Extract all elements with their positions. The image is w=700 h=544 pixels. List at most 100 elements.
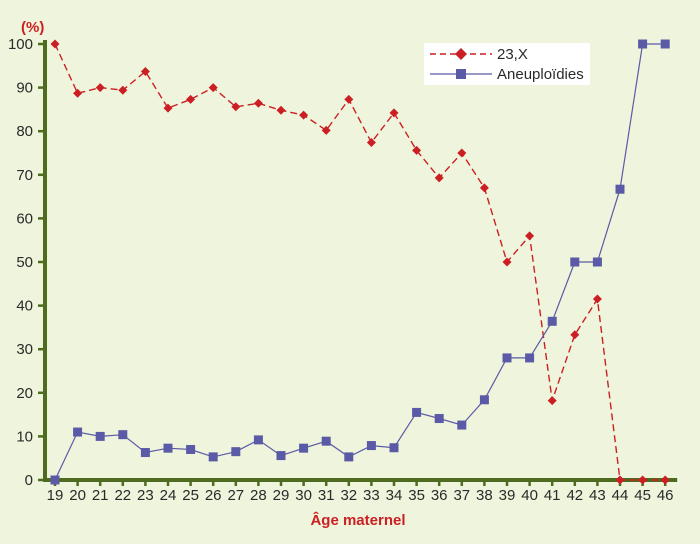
data-point-diamond	[321, 125, 331, 135]
data-point-square	[502, 353, 512, 363]
data-point-diamond	[186, 94, 196, 104]
data-point-diamond	[253, 98, 263, 108]
data-point-diamond	[412, 145, 422, 155]
x-tick-label: 23	[137, 487, 154, 504]
data-point-square	[344, 452, 354, 462]
data-point-diamond	[366, 138, 376, 148]
data-point-square	[570, 257, 580, 267]
data-point-diamond	[570, 330, 580, 340]
y-tick-label: 50	[16, 254, 33, 271]
data-point-diamond	[73, 88, 83, 98]
x-tick-label: 42	[566, 487, 583, 504]
x-tick-label: 29	[273, 487, 290, 504]
data-point-diamond	[389, 108, 399, 118]
data-point-square	[208, 452, 218, 462]
data-point-square	[389, 443, 399, 453]
data-point-diamond	[525, 231, 535, 241]
data-point-square	[592, 257, 602, 267]
data-point-diamond	[479, 183, 489, 193]
data-point-square	[321, 436, 331, 446]
x-tick-label: 34	[386, 487, 403, 504]
data-point-square	[73, 427, 83, 437]
data-point-diamond	[502, 257, 512, 267]
series-layer	[50, 39, 670, 485]
x-tick-label: 39	[499, 487, 516, 504]
x-tick-label: 41	[544, 487, 561, 504]
data-point-square	[479, 395, 489, 405]
data-point-diamond	[50, 39, 60, 49]
legend-label-23x: 23,X	[497, 46, 528, 63]
legend-square-marker	[456, 69, 466, 79]
x-tick-label: 19	[47, 487, 64, 504]
legend-item-23x: 23,X	[430, 46, 528, 63]
legend-item-aneuploidies: Aneuploïdies	[430, 66, 584, 83]
data-point-square	[276, 451, 286, 461]
data-point-square	[140, 448, 150, 458]
data-point-diamond	[457, 148, 467, 158]
data-point-diamond	[434, 173, 444, 183]
x-tick-label: 40	[521, 487, 538, 504]
x-tick-label: 30	[295, 487, 312, 504]
series-line	[54, 43, 666, 481]
data-point-diamond	[547, 396, 557, 406]
data-point-square	[525, 353, 535, 363]
data-point-square	[615, 184, 625, 194]
data-point-square	[118, 430, 128, 440]
x-tick-label: 33	[363, 487, 380, 504]
data-point-square	[638, 39, 648, 49]
y-tick-label: 0	[25, 472, 33, 489]
x-tick-label: 38	[476, 487, 493, 504]
axes: 0 10 20 30 40 50 60 70 80 90 100 19 20 21 22 23 24 25 26 27…	[8, 36, 678, 504]
y-axis-label: (%)	[21, 19, 44, 36]
x-tick-label: 36	[431, 487, 448, 504]
x-tick-label: 44	[612, 487, 629, 504]
y-tick-label: 90	[16, 80, 33, 97]
series-line	[54, 43, 666, 481]
x-tick-label: 43	[589, 487, 606, 504]
data-point-square	[231, 447, 241, 457]
data-point-square	[253, 435, 263, 445]
data-point-diamond	[660, 475, 670, 485]
x-tick-label: 26	[205, 487, 222, 504]
x-tick-label: 20	[69, 487, 86, 504]
x-tick-label: 25	[182, 487, 199, 504]
x-tick-label: 22	[114, 487, 131, 504]
x-tick-label: 24	[160, 487, 177, 504]
y-tick-label: 10	[16, 428, 33, 445]
x-tick-label: 32	[340, 487, 357, 504]
legend-label-aneuploidies: Aneuploïdies	[497, 66, 584, 83]
data-point-diamond	[638, 475, 648, 485]
series-aneuploidies	[50, 39, 670, 485]
legend: 23,X Aneuploïdies	[424, 43, 590, 85]
data-point-square	[660, 39, 670, 49]
data-point-diamond	[118, 85, 128, 95]
data-point-diamond	[615, 475, 625, 485]
x-tick-label: 35	[408, 487, 425, 504]
series-23x	[50, 39, 670, 485]
data-point-diamond	[140, 66, 150, 76]
data-point-square	[547, 316, 557, 326]
data-point-diamond	[592, 294, 602, 304]
x-tick-label: 27	[227, 487, 244, 504]
data-point-diamond	[276, 105, 286, 115]
x-axis-label: Âge maternel	[310, 511, 405, 529]
x-tick-label: 21	[92, 487, 109, 504]
y-tick-label: 60	[16, 210, 33, 227]
data-point-square	[299, 443, 309, 453]
y-tick-label: 40	[16, 298, 33, 315]
y-tick-label: 100	[8, 36, 33, 53]
data-point-diamond	[95, 83, 105, 93]
x-tick-label: 46	[657, 487, 674, 504]
legend-box	[424, 43, 590, 85]
y-tick-label: 80	[16, 123, 33, 140]
y-tick-label: 70	[16, 167, 33, 184]
data-point-square	[434, 414, 444, 424]
data-point-diamond	[344, 94, 354, 104]
data-point-square	[95, 431, 105, 441]
data-point-square	[366, 441, 376, 451]
data-point-diamond	[299, 110, 309, 120]
legend-diamond-marker	[455, 48, 467, 60]
data-point-square	[457, 420, 467, 430]
data-point-square	[186, 444, 196, 454]
